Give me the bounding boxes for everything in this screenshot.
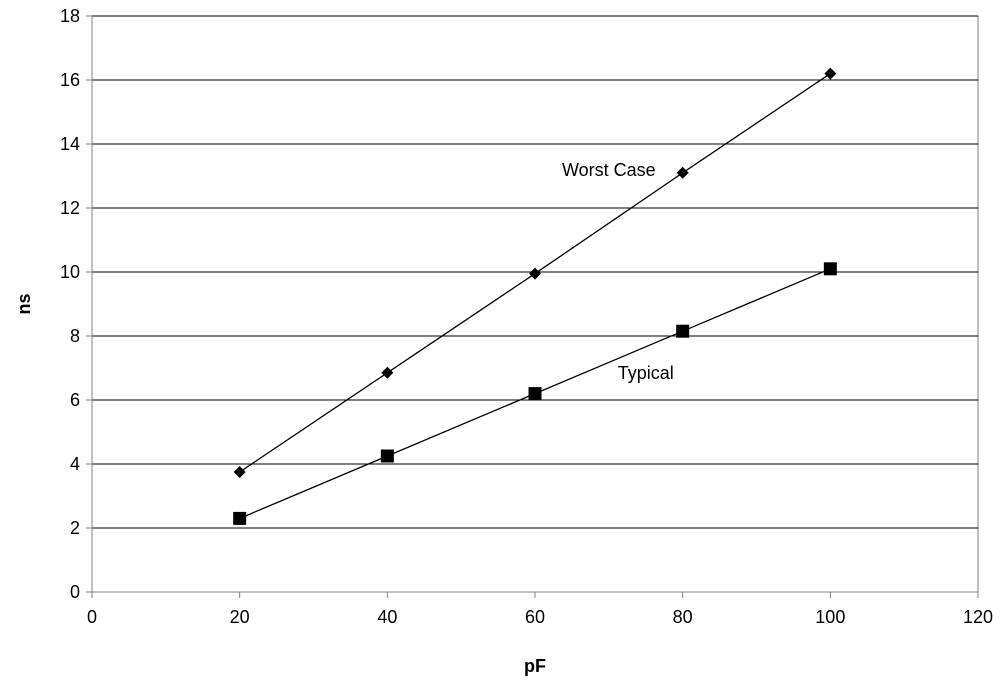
- point-typical-40: [380, 449, 394, 463]
- y-tick-label-8: 8: [70, 326, 80, 346]
- x-tick-label-80: 80: [673, 607, 693, 627]
- point-worst-case-20: [233, 466, 246, 478]
- x-tick-label-60: 60: [525, 607, 545, 627]
- y-tick-label-14: 14: [60, 134, 80, 154]
- x-tick-label-0: 0: [87, 607, 97, 627]
- plot-area-frame: [91, 15, 979, 593]
- gridlines: [91, 15, 979, 593]
- series-typical: [233, 262, 837, 525]
- point-worst-case-60: [529, 267, 541, 280]
- point-typical-80: [676, 324, 690, 338]
- x-tick-label-100: 100: [815, 607, 845, 627]
- annotation-worst-case: Worst Case: [562, 160, 656, 180]
- annotation-typical: Typical: [618, 363, 674, 383]
- y-tick-label-16: 16: [60, 70, 80, 90]
- axes: [86, 15, 979, 598]
- series-worst-case: [233, 67, 837, 478]
- point-typical-60: [528, 387, 542, 401]
- y-tick-label-10: 10: [60, 262, 80, 282]
- y-tick-label-0: 0: [70, 582, 80, 602]
- x-tick-label-20: 20: [230, 607, 250, 627]
- x-tick-label-120: 120: [963, 607, 993, 627]
- x-axis-title: pF: [524, 656, 546, 676]
- y-tick-label-18: 18: [60, 6, 80, 26]
- point-worst-case-80: [676, 166, 689, 179]
- y-tick-label-12: 12: [60, 198, 80, 218]
- point-typical-20: [233, 511, 247, 525]
- point-worst-case-40: [381, 366, 394, 379]
- y-axis-title: ns: [14, 293, 34, 314]
- point-typical-100: [823, 262, 837, 276]
- point-worst-case-100: [824, 67, 837, 80]
- y-tick-label-4: 4: [70, 454, 80, 474]
- x-tick-label-40: 40: [377, 607, 397, 627]
- y-tick-label-6: 6: [70, 390, 80, 410]
- tick-labels: 0 2 4 6 8 10 12 14 16 18 0 20 40 60 80 100 120 Worst Case…: [60, 6, 993, 627]
- y-tick-label-2: 2: [70, 518, 80, 538]
- series-group: [233, 67, 837, 525]
